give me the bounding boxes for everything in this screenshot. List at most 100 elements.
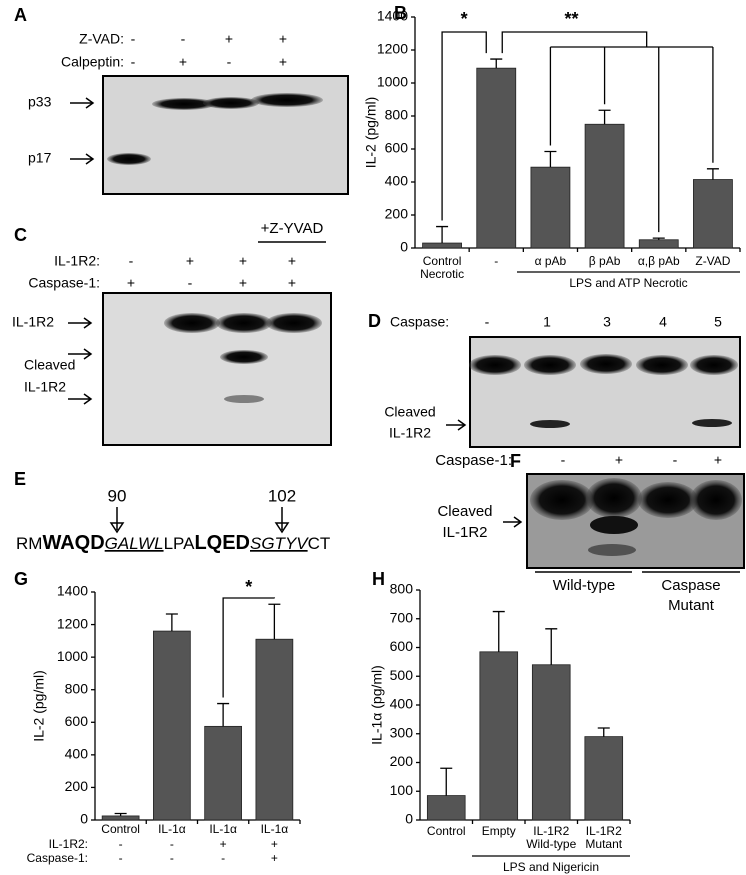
arrow [503,516,523,528]
group-label: LPS and Nigericin [503,860,599,874]
row-sign: + [271,837,278,851]
y-tick-label: 1000 [57,648,88,664]
error-bar [114,812,127,816]
bar [101,815,140,821]
y-tick-label: 500 [390,667,414,683]
treatment: +Z-YVAD [261,220,324,237]
row-label: Caspase-1: [27,851,88,865]
error-bar [706,168,719,180]
sign: + [127,275,135,291]
band [524,355,576,375]
sign: + [186,253,194,269]
sign: - [227,54,232,70]
band [224,395,264,403]
sign: - [181,31,186,47]
band [220,350,268,364]
sign: + [239,253,247,269]
bar [530,166,571,249]
sign: - [561,452,566,468]
x-tick-label: Wild-type [526,837,576,851]
sign: + [714,452,722,468]
row-label: IL-1R2: [49,837,88,851]
y-tick-label: 400 [390,696,414,712]
error-bar [492,610,505,652]
band [580,354,632,374]
sign: + [279,31,287,47]
lane-label: 3 [603,314,611,330]
blot-c: +Z-YVAD IL-1R2: Caspase-1: - + + + + - +… [12,220,332,446]
bar [638,239,679,249]
band [530,420,570,428]
band [590,516,638,534]
band [690,480,742,520]
significance: ** [564,9,578,29]
bar [422,242,462,249]
y-axis-label: IL-2 (pg/ml) [31,670,47,742]
blot-f: Caspase-1: - + - + Cleaved IL-1R2 Wild-t… [435,452,745,614]
band [164,313,220,333]
y-tick-label: 600 [385,140,409,156]
arrow [274,507,290,534]
bar [584,736,624,821]
significance-bracket [501,31,714,233]
sign: - [131,54,136,70]
band-label: IL-1R2 [12,314,54,330]
y-tick-label: 800 [65,680,89,696]
x-tick-label: α,β pAb [638,254,680,268]
x-tick-label: Z-VAD [695,254,730,268]
x-tick-label: IL-1α [158,822,186,836]
arrow [109,507,125,534]
residues: SGTYV [250,534,309,553]
blot-a: Z-VAD: Calpeptin: - - + + - + - + p33 p1… [28,31,349,195]
band [251,93,323,107]
sign: - [188,275,193,291]
row-sign: - [170,851,174,865]
x-tick-label: α pAb [535,254,567,268]
sign: - [129,253,134,269]
x-tick-label: IL-1α [209,822,237,836]
band [216,313,272,333]
x-tick-label: - [494,254,498,268]
bar [255,638,294,821]
band-label: Cleaved [384,404,435,420]
panel-letter: D [368,311,381,331]
row-label: Calpeptin: [61,54,124,70]
error-bar [268,603,281,640]
lane-label: 5 [714,314,722,330]
y-tick-label: 400 [385,173,409,189]
residues: CT [308,534,331,553]
y-tick-label: 1400 [57,583,88,599]
x-tick-label: Control [101,822,140,836]
sign: + [288,253,296,269]
x-tick-label: Mutant [585,837,622,851]
x-tick-label: Control [423,254,462,268]
significance: * [245,577,252,597]
bar [204,725,242,821]
residues: RM [16,534,42,553]
band [107,153,151,165]
y-tick-label: 600 [390,638,414,654]
arrow [70,97,95,109]
band-label: p33 [28,94,52,110]
row-label: Z-VAD: [79,31,124,47]
bar [426,795,466,821]
bar [531,664,571,821]
significance-bracket [441,31,487,221]
band [690,355,738,375]
band-label: IL-1R2 [389,425,431,441]
x-tick-label: IL-1R2 [586,824,622,838]
panel-letter: F [510,451,521,471]
panel-letter: B [394,3,407,23]
error-bar [217,702,230,727]
band-label: IL-1R2 [442,524,487,541]
arrow [68,393,93,405]
y-tick-label: 1200 [57,615,88,631]
blot [102,75,349,195]
error-bar [545,628,558,665]
group-label: LPS and ATP Necrotic [569,276,687,290]
y-axis-label: IL-2 (pg/ml) [363,97,379,169]
sequence: 90 102 RMWAQDGALWLLPALQEDSGTYVCT [16,486,330,554]
error-bar [490,58,503,69]
lane-label: - [485,314,490,330]
bar [584,123,625,249]
